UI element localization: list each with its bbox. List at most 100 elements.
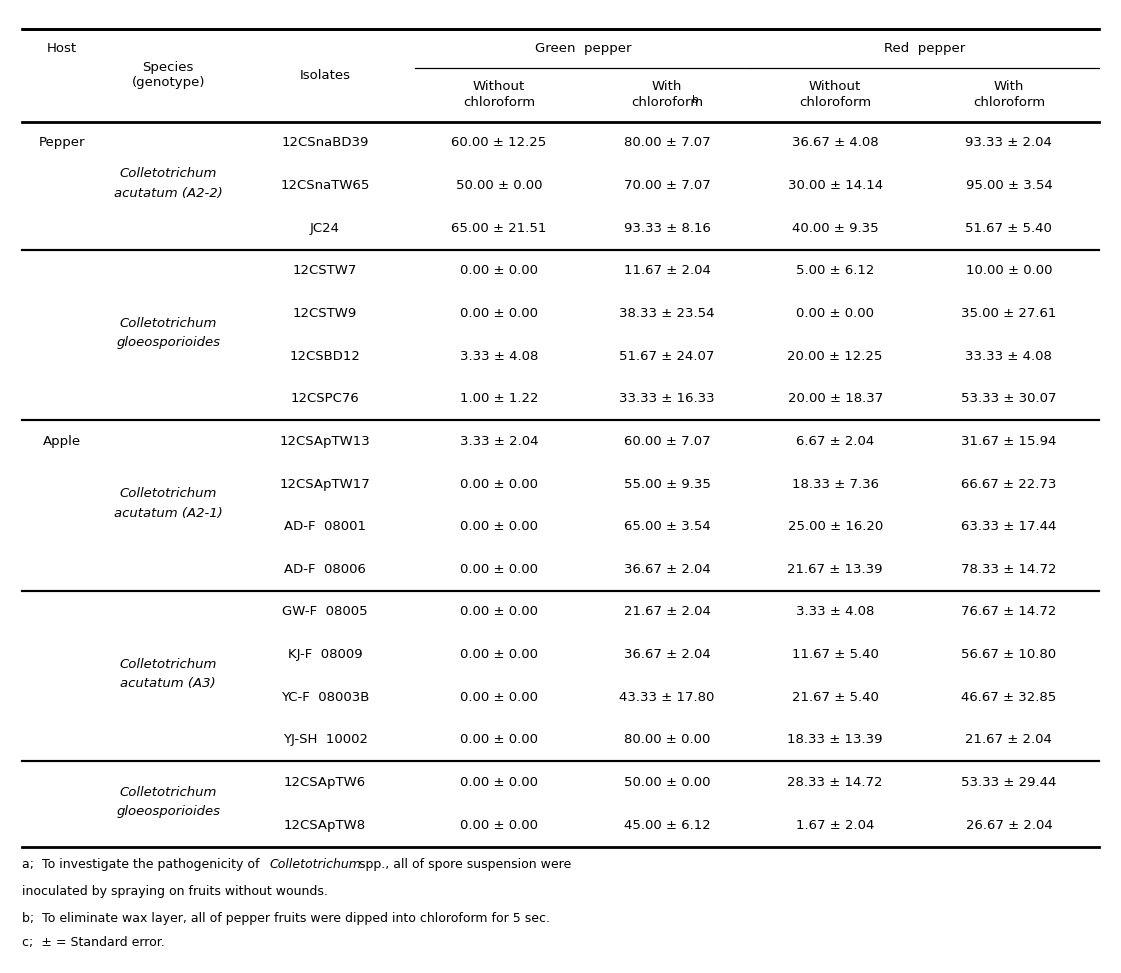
- Text: 50.00 ± 0.00: 50.00 ± 0.00: [455, 179, 543, 192]
- Text: Host: Host: [47, 42, 76, 55]
- Text: 21.67 ± 5.40: 21.67 ± 5.40: [791, 691, 879, 703]
- Text: 3.33 ± 4.08: 3.33 ± 4.08: [460, 349, 538, 363]
- Text: 12CSnaBD39: 12CSnaBD39: [281, 136, 369, 150]
- Text: 20.00 ± 12.25: 20.00 ± 12.25: [787, 349, 883, 363]
- Text: 40.00 ± 9.35: 40.00 ± 9.35: [791, 222, 879, 234]
- Text: Without
chloroform: Without chloroform: [799, 81, 871, 109]
- Text: gloeosporioides: gloeosporioides: [117, 336, 220, 349]
- Text: 80.00 ± 0.00: 80.00 ± 0.00: [623, 734, 711, 746]
- Text: spp., all of spore suspension were: spp., all of spore suspension were: [355, 858, 572, 871]
- Text: c;  ± = Standard error.: c; ± = Standard error.: [22, 936, 165, 949]
- Text: 93.33 ± 8.16: 93.33 ± 8.16: [623, 222, 711, 234]
- Text: Colletotrichum: Colletotrichum: [269, 858, 361, 871]
- Text: Without
chloroform: Without chloroform: [463, 81, 535, 109]
- Text: 18.33 ± 7.36: 18.33 ± 7.36: [791, 478, 879, 490]
- Text: 31.67 ± 15.94: 31.67 ± 15.94: [961, 435, 1057, 448]
- Text: 0.00 ± 0.00: 0.00 ± 0.00: [460, 648, 538, 661]
- Text: 60.00 ± 12.25: 60.00 ± 12.25: [452, 136, 546, 150]
- Text: Colletotrichum: Colletotrichum: [120, 658, 216, 670]
- Text: 25.00 ± 16.20: 25.00 ± 16.20: [788, 521, 882, 533]
- Text: 0.00 ± 0.00: 0.00 ± 0.00: [460, 818, 538, 832]
- Text: b;  To eliminate wax layer, all of pepper fruits were dipped into chloroform for: b; To eliminate wax layer, all of pepper…: [22, 912, 550, 924]
- Text: 0.00 ± 0.00: 0.00 ± 0.00: [460, 605, 538, 619]
- Text: 0.00 ± 0.00: 0.00 ± 0.00: [460, 478, 538, 490]
- Text: 0.00 ± 0.00: 0.00 ± 0.00: [460, 521, 538, 533]
- Text: 78.33 ± 14.72: 78.33 ± 14.72: [961, 562, 1057, 576]
- Text: KJ-F  08009: KJ-F 08009: [288, 648, 362, 661]
- Text: 0.00 ± 0.00: 0.00 ± 0.00: [460, 776, 538, 789]
- Text: Species
(genotype): Species (genotype): [131, 61, 205, 90]
- Text: 45.00 ± 6.12: 45.00 ± 6.12: [623, 818, 711, 832]
- Text: 12CSApTW17: 12CSApTW17: [280, 478, 370, 490]
- Text: 51.67 ± 24.07: 51.67 ± 24.07: [619, 349, 715, 363]
- Text: 26.67 ± 2.04: 26.67 ± 2.04: [965, 818, 1053, 832]
- Text: AD-F  08006: AD-F 08006: [284, 562, 367, 576]
- Text: Green  pepper: Green pepper: [535, 42, 631, 55]
- Text: acutatum (A3): acutatum (A3): [120, 677, 216, 690]
- Text: 21.67 ± 13.39: 21.67 ± 13.39: [787, 562, 883, 576]
- Text: 6.67 ± 2.04: 6.67 ± 2.04: [796, 435, 874, 448]
- Text: 0.00 ± 0.00: 0.00 ± 0.00: [796, 307, 874, 320]
- Text: acutatum (A2-2): acutatum (A2-2): [113, 187, 223, 199]
- Text: 12CSTW9: 12CSTW9: [293, 307, 358, 320]
- Text: 51.67 ± 5.40: 51.67 ± 5.40: [965, 222, 1053, 234]
- Text: Pepper: Pepper: [38, 136, 85, 150]
- Text: 50.00 ± 0.00: 50.00 ± 0.00: [623, 776, 711, 789]
- Text: 12CSPC76: 12CSPC76: [290, 392, 360, 406]
- Text: YC-F  08003B: YC-F 08003B: [281, 691, 369, 703]
- Text: 80.00 ± 7.07: 80.00 ± 7.07: [623, 136, 711, 150]
- Text: 65.00 ± 21.51: 65.00 ± 21.51: [451, 222, 547, 234]
- Text: 12CSBD12: 12CSBD12: [289, 349, 361, 363]
- Text: Isolates: Isolates: [299, 69, 351, 82]
- Text: Colletotrichum: Colletotrichum: [120, 316, 216, 330]
- Text: 93.33 ± 2.04: 93.33 ± 2.04: [965, 136, 1053, 150]
- Text: Colletotrichum: Colletotrichum: [120, 487, 216, 500]
- Text: 1.00 ± 1.22: 1.00 ± 1.22: [460, 392, 538, 406]
- Text: b: b: [692, 94, 698, 105]
- Text: 76.67 ± 14.72: 76.67 ± 14.72: [961, 605, 1057, 619]
- Text: 30.00 ± 14.14: 30.00 ± 14.14: [788, 179, 882, 192]
- Text: 21.67 ± 2.04: 21.67 ± 2.04: [623, 605, 711, 619]
- Text: 0.00 ± 0.00: 0.00 ± 0.00: [460, 562, 538, 576]
- Text: 0.00 ± 0.00: 0.00 ± 0.00: [460, 265, 538, 277]
- Text: JC24: JC24: [311, 222, 340, 234]
- Text: inoculated by spraying on fruits without wounds.: inoculated by spraying on fruits without…: [22, 885, 328, 898]
- Text: 56.67 ± 10.80: 56.67 ± 10.80: [962, 648, 1056, 661]
- Text: 36.67 ± 2.04: 36.67 ± 2.04: [623, 648, 711, 661]
- Text: 28.33 ± 14.72: 28.33 ± 14.72: [787, 776, 883, 789]
- Text: YJ-SH  10002: YJ-SH 10002: [282, 734, 368, 746]
- Text: Colletotrichum: Colletotrichum: [120, 785, 216, 799]
- Text: 33.33 ± 16.33: 33.33 ± 16.33: [619, 392, 715, 406]
- Text: 0.00 ± 0.00: 0.00 ± 0.00: [460, 734, 538, 746]
- Text: Colletotrichum: Colletotrichum: [120, 167, 216, 180]
- Text: 12CSApTW8: 12CSApTW8: [284, 818, 367, 832]
- Text: 43.33 ± 17.80: 43.33 ± 17.80: [619, 691, 715, 703]
- Text: 63.33 ± 17.44: 63.33 ± 17.44: [961, 521, 1057, 533]
- Text: 20.00 ± 18.37: 20.00 ± 18.37: [788, 392, 882, 406]
- Text: 12CSApTW13: 12CSApTW13: [280, 435, 370, 448]
- Text: 1.67 ± 2.04: 1.67 ± 2.04: [796, 818, 874, 832]
- Text: 70.00 ± 7.07: 70.00 ± 7.07: [623, 179, 711, 192]
- Text: 46.67 ± 32.85: 46.67 ± 32.85: [962, 691, 1056, 703]
- Text: 5.00 ± 6.12: 5.00 ± 6.12: [796, 265, 874, 277]
- Text: With
chloroform: With chloroform: [973, 81, 1045, 109]
- Text: 11.67 ± 5.40: 11.67 ± 5.40: [791, 648, 879, 661]
- Text: 36.67 ± 4.08: 36.67 ± 4.08: [791, 136, 879, 150]
- Text: 0.00 ± 0.00: 0.00 ± 0.00: [460, 691, 538, 703]
- Text: 18.33 ± 13.39: 18.33 ± 13.39: [787, 734, 883, 746]
- Text: 65.00 ± 3.54: 65.00 ± 3.54: [623, 521, 711, 533]
- Text: 55.00 ± 9.35: 55.00 ± 9.35: [623, 478, 711, 490]
- Text: 12CSTW7: 12CSTW7: [293, 265, 358, 277]
- Text: acutatum (A2-1): acutatum (A2-1): [113, 507, 223, 520]
- Text: 10.00 ± 0.00: 10.00 ± 0.00: [965, 265, 1053, 277]
- Text: Red  pepper: Red pepper: [884, 42, 965, 55]
- Text: 36.67 ± 2.04: 36.67 ± 2.04: [623, 562, 711, 576]
- Text: 53.33 ± 30.07: 53.33 ± 30.07: [961, 392, 1057, 406]
- Text: 66.67 ± 22.73: 66.67 ± 22.73: [961, 478, 1057, 490]
- Text: 53.33 ± 29.44: 53.33 ± 29.44: [961, 776, 1057, 789]
- Text: 3.33 ± 2.04: 3.33 ± 2.04: [460, 435, 538, 448]
- Text: 11.67 ± 2.04: 11.67 ± 2.04: [623, 265, 711, 277]
- Text: Apple: Apple: [43, 435, 81, 448]
- Text: 33.33 ± 4.08: 33.33 ± 4.08: [965, 349, 1053, 363]
- Text: 21.67 ± 2.04: 21.67 ± 2.04: [965, 734, 1053, 746]
